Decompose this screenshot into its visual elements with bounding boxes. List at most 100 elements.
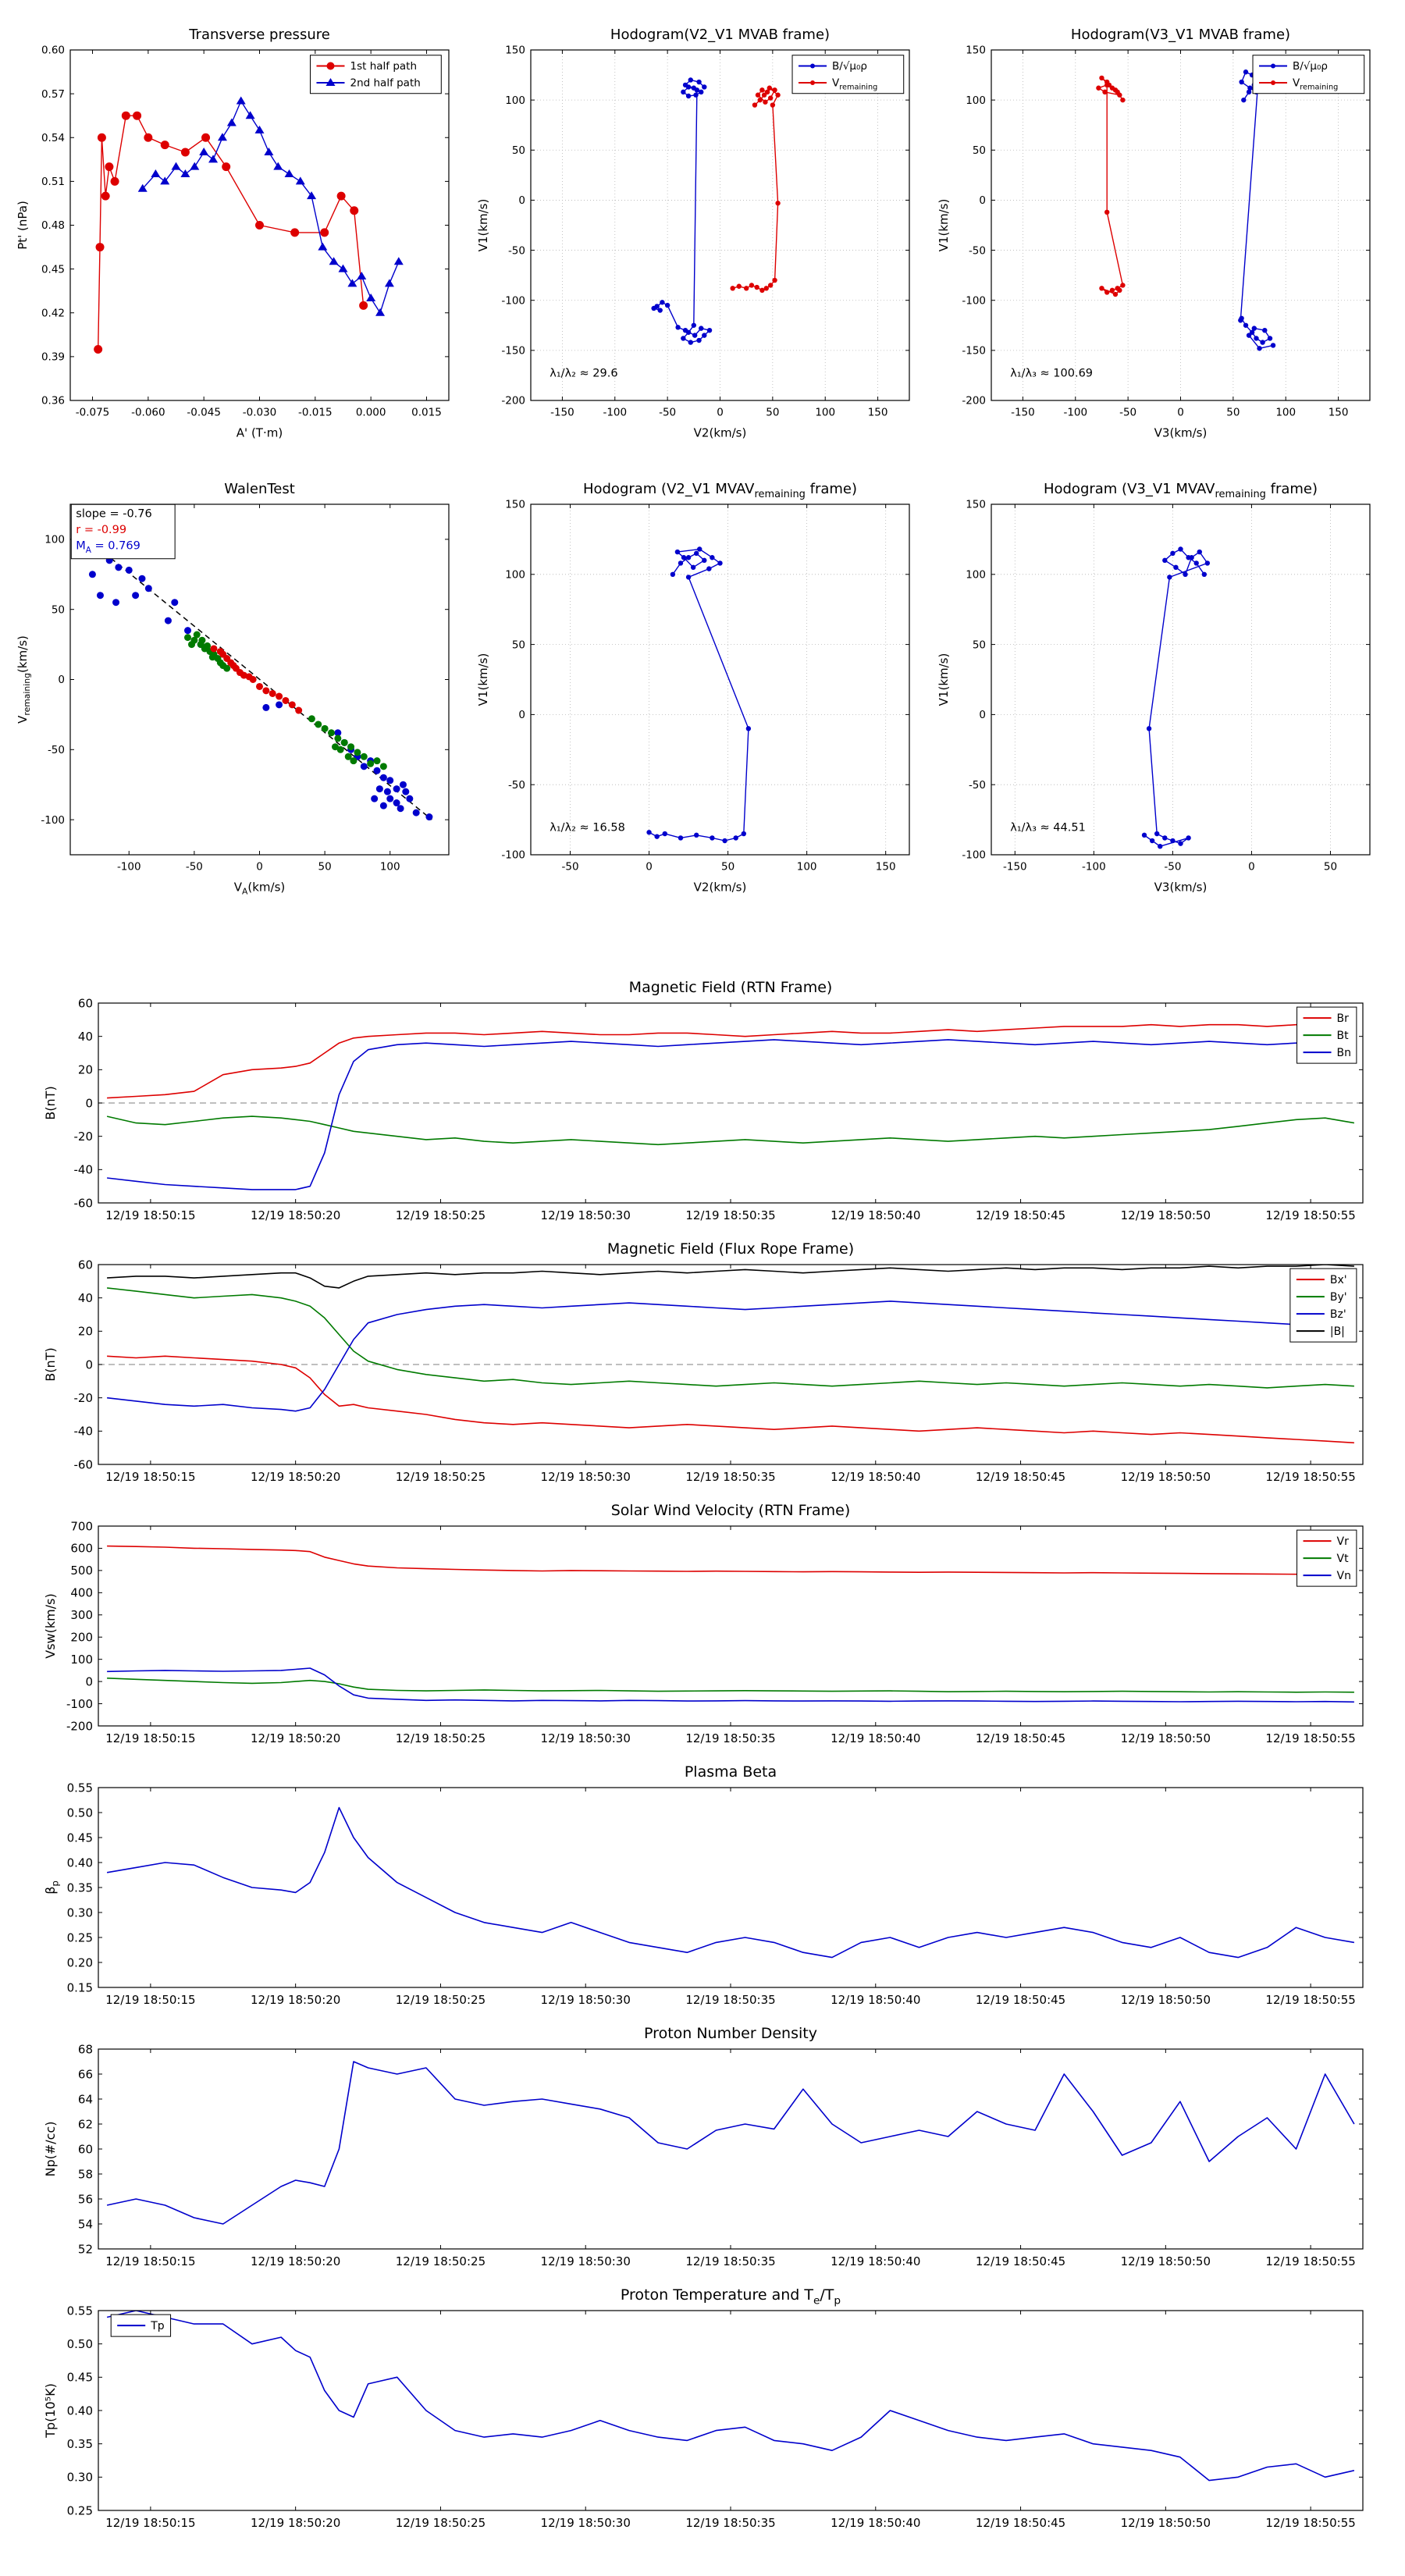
- svg-text:-100: -100: [962, 294, 986, 307]
- svg-text:0: 0: [85, 1674, 93, 1688]
- svg-text:-60: -60: [74, 1457, 94, 1471]
- svg-text:600: 600: [70, 1542, 93, 1556]
- svg-text:0.30: 0.30: [67, 2471, 93, 2485]
- svg-text:0.20: 0.20: [67, 1955, 93, 1969]
- svg-text:0.55: 0.55: [67, 2304, 93, 2318]
- svg-text:Vt: Vt: [1337, 1553, 1350, 1565]
- svg-text:12/19 18:50:20: 12/19 18:50:20: [251, 2254, 340, 2268]
- svg-text:12/19 18:50:25: 12/19 18:50:25: [396, 2254, 486, 2268]
- svg-text:12/19 18:50:50: 12/19 18:50:50: [1121, 1993, 1211, 2007]
- svg-text:12/19 18:50:45: 12/19 18:50:45: [976, 1993, 1065, 2007]
- svg-text:64: 64: [78, 2092, 93, 2106]
- svg-text:12/19 18:50:55: 12/19 18:50:55: [1265, 1731, 1355, 1745]
- proton-temp-svg: 12/19 18:50:15 12/19 18:50:20 12/19 18:50:…: [43, 2286, 1364, 2530]
- svg-text:0.36: 0.36: [41, 395, 65, 407]
- hodogram-v2v1-mvab-svg: -150 -100 -50 0 50 100 150 -200 -150 -100 -50 0 50 10…: [476, 27, 910, 440]
- svg-text:Proton Temperature and Te/Tp: Proton Temperature and Te/Tp: [621, 2286, 841, 2307]
- b-fluxrope-svg: 12/19 18:50:15 12/19 18:50:20 12/19 18:50:…: [43, 1240, 1364, 1484]
- hodogram-v3v1-mvav-plot: -150 -100 -50 0 50 -100 -50 0 50 100 150 Hodogram (…: [927, 468, 1384, 902]
- svg-text:12/19 18:50:30: 12/19 18:50:30: [541, 1993, 631, 2007]
- hodogram-v2v1-mvav-svg: -50 0 50 100 150 -100 -50 0 50 100 150 Hodogram (V2…: [476, 481, 910, 895]
- svg-text:100: 100: [966, 569, 986, 582]
- svg-text:50: 50: [973, 144, 986, 157]
- svg-text:VA(km/s): VA(km/s): [234, 881, 286, 897]
- svg-text:-60: -60: [74, 1196, 94, 1210]
- svg-text:0.51: 0.51: [41, 176, 65, 188]
- svg-text:Solar Wind Velocity (RTN Frame: Solar Wind Velocity (RTN Frame): [611, 1502, 851, 1519]
- svg-text:0.50: 0.50: [67, 1806, 93, 1820]
- svg-text:0: 0: [1248, 861, 1255, 873]
- svg-text:0.55: 0.55: [67, 1781, 93, 1795]
- svg-text:B/√μ₀ρ: B/√μ₀ρ: [1293, 60, 1328, 73]
- svg-text:0: 0: [1177, 407, 1184, 419]
- svg-text:50: 50: [1226, 407, 1240, 419]
- vsw-rtn-svg: 12/19 18:50:15 12/19 18:50:20 12/19 18:50:…: [43, 1502, 1364, 1745]
- svg-text:12/19 18:50:35: 12/19 18:50:35: [685, 1993, 775, 2007]
- svg-text:Tp(10⁵K): Tp(10⁵K): [43, 2383, 58, 2439]
- svg-text:Bz': Bz': [1330, 1308, 1346, 1321]
- svg-text:12/19 18:50:25: 12/19 18:50:25: [396, 1731, 486, 1745]
- proton-density-svg: 12/19 18:50:15 12/19 18:50:20 12/19 18:50:…: [43, 2025, 1364, 2268]
- svg-text:12/19 18:50:15: 12/19 18:50:15: [105, 1993, 195, 2007]
- svg-text:100: 100: [797, 861, 817, 873]
- svg-text:12/19 18:50:20: 12/19 18:50:20: [251, 1731, 340, 1745]
- magnetic-field-fluxrope-plot: 12/19 18:50:15 12/19 18:50:20 12/19 18:50:…: [30, 1233, 1375, 1491]
- svg-text:Vremaining: Vremaining: [1293, 77, 1338, 92]
- svg-text:300: 300: [70, 1608, 93, 1622]
- svg-text:20: 20: [78, 1063, 93, 1077]
- svg-text:WalenTest: WalenTest: [224, 481, 295, 497]
- svg-text:68: 68: [78, 2042, 93, 2056]
- svg-text:400: 400: [70, 1586, 93, 1600]
- svg-text:12/19 18:50:25: 12/19 18:50:25: [396, 2516, 486, 2530]
- svg-text:62: 62: [78, 2117, 93, 2131]
- svg-text:12/19 18:50:20: 12/19 18:50:20: [251, 2516, 340, 2530]
- svg-text:50: 50: [318, 861, 332, 873]
- svg-text:-100: -100: [117, 861, 141, 873]
- svg-text:12/19 18:50:40: 12/19 18:50:40: [831, 1731, 920, 1745]
- svg-text:12/19 18:50:40: 12/19 18:50:40: [831, 1208, 920, 1222]
- magnetic-field-rtn-plot: 12/19 18:50:15 12/19 18:50:20 12/19 18:50:…: [30, 972, 1375, 1229]
- svg-text:Hodogram(V2_V1 MVAB frame): Hodogram(V2_V1 MVAB frame): [610, 27, 830, 43]
- svg-text:60: 60: [78, 2142, 93, 2156]
- svg-text:0: 0: [979, 194, 986, 207]
- svg-text:12/19 18:50:50: 12/19 18:50:50: [1121, 1208, 1211, 1222]
- svg-text:A' (T·m): A' (T·m): [237, 426, 283, 440]
- hodogram-v3v1-mvab-plot: -150 -100 -50 0 50 100 150 -200 -150 -100 -50 0 50 10…: [927, 14, 1384, 447]
- hodogram-v3v1-mvav-svg: -150 -100 -50 0 50 -100 -50 0 50 100 150 Hodogram (…: [937, 481, 1371, 895]
- svg-text:-200: -200: [501, 395, 525, 407]
- svg-text:Proton Number Density: Proton Number Density: [644, 2025, 817, 2042]
- svg-text:0: 0: [717, 407, 724, 419]
- svg-text:100: 100: [44, 534, 65, 546]
- svg-text:λ₁/λ₃ ≈ 44.51: λ₁/λ₃ ≈ 44.51: [1010, 822, 1086, 834]
- svg-text:50: 50: [973, 639, 986, 651]
- svg-text:12/19 18:50:30: 12/19 18:50:30: [541, 2516, 631, 2530]
- svg-text:12/19 18:50:15: 12/19 18:50:15: [105, 1731, 195, 1745]
- svg-text:12/19 18:50:55: 12/19 18:50:55: [1265, 2516, 1355, 2530]
- svg-text:|B|: |B|: [1330, 1325, 1345, 1338]
- svg-text:-100: -100: [603, 407, 627, 419]
- transverse-pressure-svg: -0.075 -0.060 -0.045 -0.030 -0.015 0.000 0.015…: [16, 27, 450, 440]
- svg-text:0.60: 0.60: [41, 44, 65, 57]
- svg-text:V1(km/s): V1(km/s): [937, 199, 951, 252]
- svg-text:0.30: 0.30: [67, 1905, 93, 1920]
- svg-text:Np(#/cc): Np(#/cc): [43, 2122, 58, 2177]
- svg-text:700: 700: [70, 1519, 93, 1533]
- svg-text:12/19 18:50:35: 12/19 18:50:35: [685, 2254, 775, 2268]
- svg-text:-50: -50: [561, 861, 578, 873]
- svg-text:150: 150: [876, 861, 896, 873]
- svg-text:100: 100: [505, 94, 525, 107]
- svg-text:0.45: 0.45: [67, 1831, 93, 1845]
- svg-text:20: 20: [78, 1325, 93, 1339]
- hodogram-v2v1-mvab-plot: -150 -100 -50 0 50 100 150 -200 -150 -100 -50 0 50 10…: [467, 14, 923, 447]
- svg-text:12/19 18:50:30: 12/19 18:50:30: [541, 1470, 631, 1484]
- svg-text:50: 50: [766, 407, 779, 419]
- svg-text:2nd half path: 2nd half path: [350, 77, 420, 90]
- svg-text:Vremaining(km/s): Vremaining(km/s): [16, 635, 32, 724]
- hodogram-v3v1-mvab-svg: -150 -100 -50 0 50 100 150 -200 -150 -100 -50 0 50 10…: [937, 27, 1371, 440]
- svg-text:12/19 18:50:35: 12/19 18:50:35: [685, 1470, 775, 1484]
- svg-text:0.40: 0.40: [67, 1856, 93, 1870]
- svg-text:150: 150: [966, 44, 986, 57]
- svg-text:0.57: 0.57: [41, 88, 65, 101]
- svg-text:Transverse pressure: Transverse pressure: [188, 27, 330, 43]
